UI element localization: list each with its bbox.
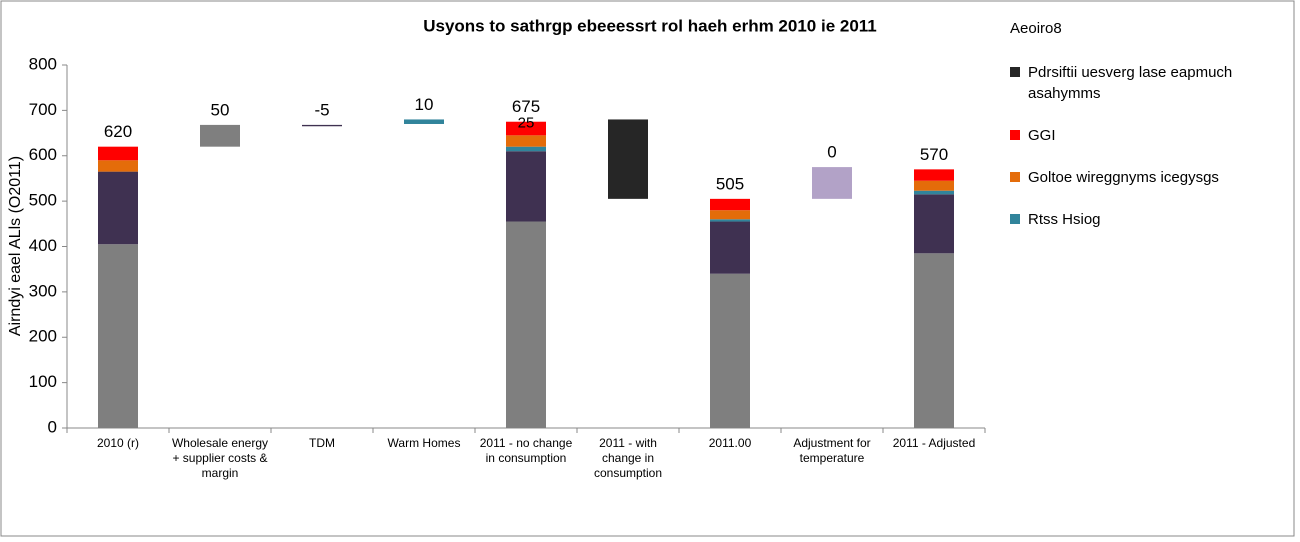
legend-swatch (1010, 130, 1020, 140)
total-label: 570 (920, 145, 948, 164)
x-tick-label: Wholesale energy + supplier costs & marg… (171, 436, 269, 480)
bar-segment (914, 180, 954, 191)
y-tick-label: 600 (29, 145, 57, 164)
bar-segment (710, 210, 750, 220)
bar-segment (914, 169, 954, 181)
bar-segment (506, 146, 546, 152)
legend-swatch (1010, 172, 1020, 182)
legend-entry: Goltoe wireggnyms icegysgs (1010, 167, 1278, 188)
x-tick-label: TDM (309, 436, 335, 450)
total-label: 620 (104, 122, 132, 141)
bar-segment (98, 171, 138, 245)
bar-segment (98, 146, 138, 161)
bar-segment (200, 124, 240, 147)
x-tick-label: 2011.00 (708, 436, 752, 450)
y-tick-label: 300 (29, 281, 57, 300)
x-tick-label: 2010 (r) (96, 436, 140, 450)
bar-segment (98, 160, 138, 172)
bar-segment (914, 190, 954, 195)
bar-segment (506, 135, 546, 147)
y-tick-label: 100 (29, 372, 57, 391)
chart-title: Usyons to sathrgp ebeeessrt rol haeh erh… (423, 16, 877, 35)
y-axis-label: Airndyi eael ALls (O2011) (7, 156, 24, 336)
total-label: 675 (512, 97, 540, 116)
y-tick-label: 400 (29, 236, 57, 255)
legend-entry: GGI (1010, 125, 1278, 146)
y-tick-label: 500 (29, 191, 57, 210)
x-tick-label: 2011 - Adjusted (892, 436, 976, 450)
legend-label: GGI (1028, 127, 1056, 144)
bar-segment (914, 253, 954, 428)
bar-segment (608, 119, 648, 199)
bar-segment (302, 124, 342, 127)
bar-segment (506, 221, 546, 428)
legend-swatch (1010, 67, 1020, 77)
total-label: 0 (827, 143, 836, 162)
bar-segment (506, 151, 546, 222)
x-tick-label: Warm Homes (387, 436, 461, 450)
x-tick-label: 2011 - with change in consumption (593, 436, 663, 480)
bar-segment (98, 244, 138, 428)
bar-segment (710, 219, 750, 222)
bar-segment (710, 221, 750, 274)
bar-segment (812, 167, 852, 199)
total-label: -5 (314, 100, 329, 119)
x-tick-label: 2011 - no change in consumption (479, 436, 573, 465)
bar-segment (302, 126, 342, 428)
y-tick-label: 0 (48, 417, 57, 436)
total-label: 50 (211, 100, 230, 119)
bar-segment (710, 198, 750, 211)
legend-title: Aeoiro8 (1010, 20, 1062, 37)
legend-label: Goltoe wireggnyms icegysgs (1028, 169, 1219, 186)
x-tick-label: Adjustment for temperature (793, 436, 871, 465)
bar-segment (914, 194, 954, 254)
total-label: 505 (716, 174, 744, 193)
y-tick-label: 800 (29, 54, 57, 73)
annotation: 25 (518, 115, 535, 132)
bar-segment (812, 199, 852, 428)
legend-label: Rtss Hsiog (1028, 211, 1101, 228)
bar-segment (200, 147, 240, 428)
legend-label: Pdrsiftii uesverg lase eapmuch asahymms (1028, 64, 1233, 102)
bar-segment (608, 199, 648, 428)
y-tick-label: 700 (29, 100, 57, 119)
legend-entry: Pdrsiftii uesverg lase eapmuch asahymms (1010, 62, 1278, 104)
legend-entry: Rtss Hsiog (1010, 209, 1278, 230)
bar-segment (404, 119, 444, 124)
legend-swatch (1010, 214, 1020, 224)
bar-segment (506, 121, 546, 136)
bar-segment (404, 124, 444, 428)
bar-segment (710, 273, 750, 428)
y-tick-label: 200 (29, 327, 57, 346)
total-label: 10 (415, 95, 434, 114)
